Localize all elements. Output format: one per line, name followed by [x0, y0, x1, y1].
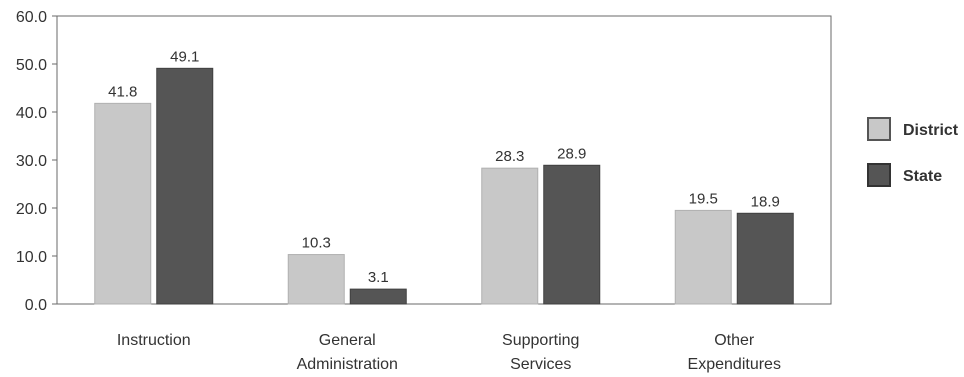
bar-state-1	[349, 288, 407, 305]
x-category-label: Supporting	[502, 332, 579, 349]
data-label-state-1: 3.1	[368, 269, 389, 286]
legend-swatch-state	[867, 163, 891, 187]
x-category-label: Other	[714, 332, 755, 349]
data-label-state-0: 49.1	[170, 48, 199, 65]
data-label-state-3: 18.9	[751, 193, 780, 210]
y-tick-label: 40.0	[16, 105, 47, 122]
data-label-district-0: 41.8	[108, 83, 137, 100]
bar-state-2	[543, 164, 601, 305]
legend-swatch-district	[867, 117, 891, 141]
x-category-label: Instruction	[117, 332, 191, 349]
x-category-label: Services	[510, 356, 571, 373]
y-tick-label: 30.0	[16, 153, 47, 170]
bar-district-2	[481, 167, 539, 305]
data-labels-group: 41.8 49.1 10.3 3.1 28.3 28.9 19.5 18.9	[108, 48, 780, 286]
x-axis: Instruction General Administration Supporti…	[117, 332, 781, 373]
legend-label-district: District	[903, 122, 959, 139]
y-tick-label: 20.0	[16, 201, 47, 218]
bar-district-3	[674, 209, 732, 305]
bar-state-0	[156, 67, 214, 305]
y-axis: 0.0 10.0 20.0 30.0 40.0 50.0 60.0	[16, 9, 57, 314]
data-label-district-3: 19.5	[689, 190, 718, 207]
bar-district-0	[94, 102, 152, 305]
y-tick-label: 50.0	[16, 57, 47, 74]
x-category-label: General	[319, 332, 376, 349]
legend: District State	[867, 117, 959, 187]
data-label-district-1: 10.3	[302, 235, 331, 252]
bar-state-3	[736, 212, 794, 305]
bars-group	[94, 67, 794, 305]
y-tick-label: 0.0	[25, 297, 47, 314]
x-category-label: Administration	[297, 356, 398, 373]
data-label-district-2: 28.3	[495, 148, 524, 165]
legend-label-state: State	[903, 168, 942, 185]
x-category-label: Expenditures	[688, 356, 781, 373]
y-tick-label: 60.0	[16, 9, 47, 26]
bar-district-1	[287, 254, 345, 305]
data-label-state-2: 28.9	[557, 145, 586, 162]
y-tick-label: 10.0	[16, 249, 47, 266]
